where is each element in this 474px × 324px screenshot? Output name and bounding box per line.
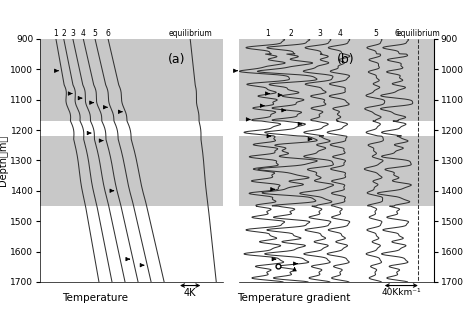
Bar bbox=[40, 206, 223, 282]
Text: equilibrium: equilibrium bbox=[168, 29, 212, 38]
Text: 1: 1 bbox=[54, 29, 58, 38]
Text: 1: 1 bbox=[265, 29, 270, 38]
Text: Temperature gradient: Temperature gradient bbox=[237, 293, 350, 303]
Y-axis label: Depth（m）: Depth（m） bbox=[0, 135, 8, 186]
Text: 4K: 4K bbox=[184, 288, 196, 298]
Text: Temperature: Temperature bbox=[62, 293, 128, 303]
Text: 5: 5 bbox=[92, 29, 98, 38]
Text: 40Kkm⁻¹: 40Kkm⁻¹ bbox=[382, 288, 421, 297]
Text: 5: 5 bbox=[373, 29, 378, 38]
Text: equilibrium: equilibrium bbox=[396, 29, 440, 38]
Bar bbox=[239, 121, 434, 136]
Text: 3: 3 bbox=[317, 29, 322, 38]
Text: 4: 4 bbox=[81, 29, 86, 38]
Bar bbox=[40, 121, 223, 136]
Text: 4: 4 bbox=[338, 29, 343, 38]
Text: 3: 3 bbox=[71, 29, 75, 38]
Text: (b): (b) bbox=[337, 53, 354, 66]
Text: (a): (a) bbox=[168, 53, 185, 66]
Text: 6: 6 bbox=[106, 29, 110, 38]
Text: 2: 2 bbox=[61, 29, 66, 38]
Text: 2: 2 bbox=[289, 29, 293, 38]
Bar bbox=[239, 206, 434, 282]
Text: 6: 6 bbox=[395, 29, 400, 38]
